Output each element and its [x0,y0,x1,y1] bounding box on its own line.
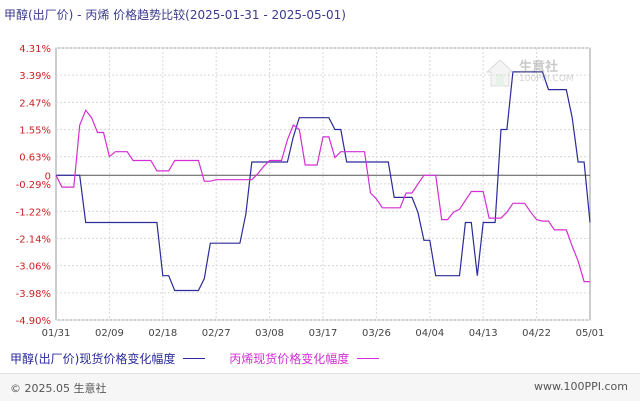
legend-swatch-methanol [183,358,206,359]
y-tick-label: 2.47% [19,98,51,109]
house-logo-icon [485,59,515,87]
copyright-text: © 2025.05 生意社 [10,382,107,395]
site-link[interactable]: www.100PPI.com [534,380,628,393]
legend-item-methanol: 甲醇(出厂价)现货价格变化幅度 [10,350,206,367]
y-tick-label: -4.90% [16,316,51,327]
watermark-name: 生意社 [519,60,559,75]
y-tick-label: 3.39% [19,71,51,82]
x-tick-label: 04/22 [522,328,551,339]
y-tick-label: -3.98% [16,289,51,300]
y-tick-label: -2.14% [16,234,51,245]
x-axis-ticks: 01/31 02/09 02/18 02/27 03/08 03/17 03/26 04/04… [42,328,605,339]
legend: 甲醇(出厂价)现货价格变化幅度 丙烯现货价格变化幅度 [10,350,399,367]
x-tick-label: 03/26 [362,328,391,339]
y-tick-label: 1.55% [19,126,51,137]
x-tick-label: 02/18 [148,328,177,339]
x-tick-label: 03/08 [255,328,284,339]
x-tick-label: 03/17 [309,328,338,339]
y-tick-label: -0.29% [16,180,51,191]
x-tick-label: 02/27 [202,328,231,339]
series-lines [55,71,591,292]
legend-label-propylene: 丙烯现货价格变化幅度 [229,352,350,366]
y-tick-label: -1.22% [16,207,51,218]
footer: © 2025.05 生意社 www.100PPI.com [0,373,640,401]
y-tick-label: 0 [45,171,51,182]
x-tick-label: 01/31 [42,328,71,339]
grid-lines [56,47,590,321]
watermark-url: 100PPI.COM [519,74,574,84]
y-axis-ticks: 4.31% 3.39% 2.47% 1.55% 0.63% 0-0.29% -1.22% -2… [16,44,51,327]
series-line-methanol [56,71,591,292]
x-tick-label: 02/09 [95,328,124,339]
legend-label-methanol: 甲醇(出厂价)现货价格变化幅度 [10,352,176,366]
y-tick-label: -3.06% [16,262,51,273]
chart-title: 甲醇(出厂价) - 丙烯 价格趋势比较(2025-01-31 - 2025-05… [4,8,346,22]
x-tick-label: 04/13 [469,328,498,339]
legend-item-propylene: 丙烯现货价格变化幅度 [229,350,380,367]
x-tick-label: 05/01 [576,328,605,339]
y-tick-label: 4.31% [19,44,51,55]
watermark: 生意社 100PPI.COM [485,56,577,92]
x-tick-label: 04/04 [415,328,444,339]
series-line-propylene [55,109,590,283]
legend-swatch-propylene [357,358,380,359]
y-tick-label: 0.63% [19,153,51,164]
